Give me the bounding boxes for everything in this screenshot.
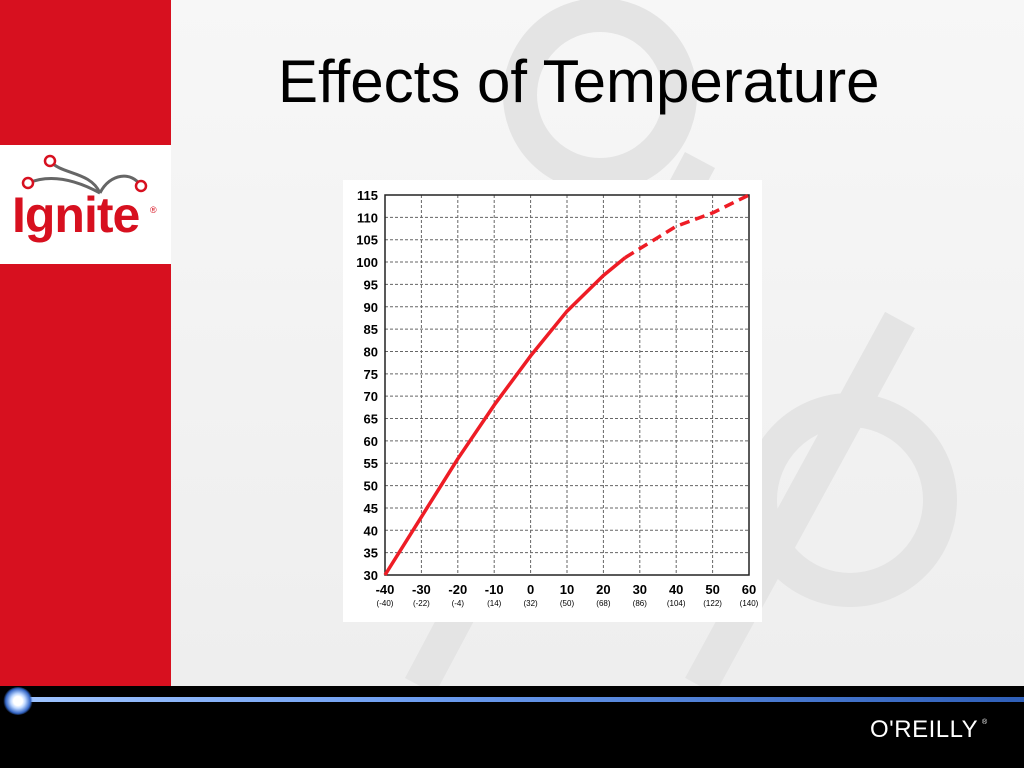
plot-frame bbox=[384, 194, 750, 576]
x-tick-label: -30 bbox=[412, 582, 431, 597]
oreilly-logo: O'REILLY bbox=[870, 716, 979, 743]
x-tick-sublabel: (68) bbox=[596, 599, 611, 608]
y-tick-label: 70 bbox=[364, 389, 378, 404]
x-tick-label: -20 bbox=[448, 582, 467, 597]
y-tick-label: 65 bbox=[364, 412, 378, 427]
footer-glow-line bbox=[18, 697, 1024, 702]
slide-title: Effects of Temperature bbox=[278, 48, 880, 115]
y-tick-label: 105 bbox=[356, 233, 378, 248]
y-tick-label: 55 bbox=[364, 456, 378, 471]
x-tick-label: 20 bbox=[596, 582, 610, 597]
x-tick-sublabel: (50) bbox=[560, 599, 575, 608]
temperature-chart: 1151101051009590858075706560555045403530… bbox=[356, 188, 759, 608]
x-tick-label: 0 bbox=[527, 582, 534, 597]
y-tick-label: 110 bbox=[357, 210, 378, 225]
series-line-dashed bbox=[624, 193, 750, 260]
y-tick-label: 80 bbox=[364, 344, 378, 359]
y-tick-label: 50 bbox=[364, 479, 378, 494]
y-tick-label: 35 bbox=[364, 546, 378, 561]
x-tick-label: 10 bbox=[560, 582, 574, 597]
y-tick-label: 85 bbox=[364, 322, 378, 337]
footer-light-icon bbox=[3, 687, 33, 715]
x-tick-sublabel: (86) bbox=[633, 599, 648, 608]
y-tick-label: 60 bbox=[364, 434, 378, 449]
x-tick-label: 40 bbox=[669, 582, 683, 597]
ignite-logo bbox=[0, 145, 171, 264]
x-tick-sublabel: (104) bbox=[667, 599, 686, 608]
x-tick-sublabel: (122) bbox=[703, 599, 722, 608]
x-tick-label: 60 bbox=[742, 582, 756, 597]
y-tick-label: 45 bbox=[364, 501, 378, 516]
y-tick-label: 115 bbox=[357, 188, 378, 203]
y-tick-label: 30 bbox=[364, 568, 378, 583]
y-tick-label: 75 bbox=[364, 367, 378, 382]
chart-panel: 115 110 105 100 95 90 85 80 75 70 65 60 55 50 45 40 35 30… bbox=[343, 180, 762, 622]
logo-registered-mark: ® bbox=[150, 205, 157, 215]
series-line-solid bbox=[383, 256, 627, 576]
left-brand-bar bbox=[0, 0, 171, 686]
y-tick-label: 90 bbox=[364, 300, 378, 315]
y-tick-label: 100 bbox=[356, 255, 378, 270]
x-tick-sublabel: (-22) bbox=[413, 599, 430, 608]
x-tick-label: -10 bbox=[485, 582, 504, 597]
x-tick-label: -40 bbox=[376, 582, 395, 597]
x-tick-sublabel: (-40) bbox=[377, 599, 394, 608]
x-tick-sublabel: (14) bbox=[487, 599, 502, 608]
x-tick-sublabel: (-4) bbox=[452, 599, 465, 608]
y-tick-label: 40 bbox=[364, 523, 378, 538]
oreilly-registered-mark: ® bbox=[982, 719, 988, 726]
x-tick-label: 50 bbox=[705, 582, 719, 597]
logo-wordmark: Ignite bbox=[12, 187, 140, 243]
network-nodes-icon bbox=[21, 154, 148, 195]
x-tick-sublabel: (140) bbox=[740, 599, 759, 608]
x-tick-sublabel: (32) bbox=[523, 599, 538, 608]
y-tick-label: 95 bbox=[364, 277, 378, 292]
x-tick-label: 30 bbox=[633, 582, 647, 597]
